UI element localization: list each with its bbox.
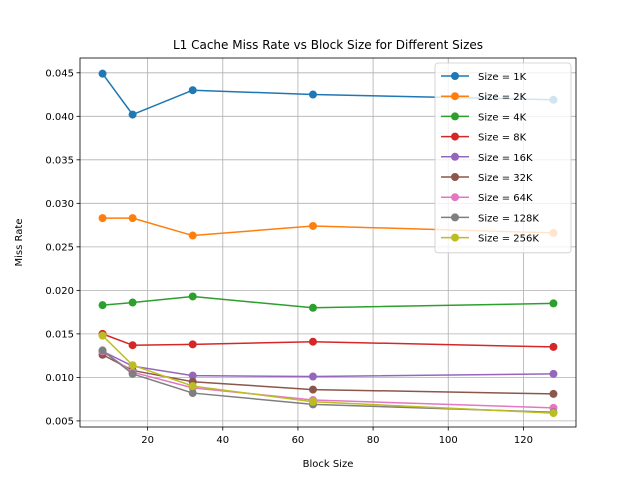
legend-marker (451, 92, 459, 101)
data-point (308, 385, 317, 394)
series-9 (98, 331, 558, 418)
data-point (128, 214, 137, 223)
x-axis-label: Block Size (303, 459, 354, 470)
data-point (128, 298, 137, 307)
x-tick-label: 20 (141, 435, 154, 446)
series-3 (98, 292, 558, 312)
y-tick-label: 0.010 (45, 373, 74, 384)
legend-label: Size = 32K (478, 173, 533, 184)
legend-item: Size = 128K (441, 213, 539, 224)
data-point (128, 361, 137, 370)
y-tick-label: 0.030 (45, 199, 74, 210)
data-point (308, 337, 317, 346)
data-point (549, 342, 558, 351)
legend: Size = 1K Size = 2K Size = 4K Size = 8K Size… (434, 62, 572, 254)
data-point (549, 299, 558, 308)
plot-area-frame (79, 57, 577, 428)
data-point (98, 331, 107, 340)
data-point (188, 382, 197, 391)
data-point (549, 369, 558, 378)
legend-label: Size = 8K (478, 133, 527, 144)
x-tick-label: 120 (514, 435, 533, 446)
data-point (188, 231, 197, 240)
data-point (308, 90, 317, 99)
data-point (98, 301, 107, 310)
series-lines (98, 69, 558, 418)
y-tick-label: 0.025 (45, 242, 74, 253)
legend-label: Size = 1K (478, 72, 527, 83)
axis-ticks: 20 40 60 80 100 120 0.005 0.010 0.015 0.020 0.025 0… (45, 68, 533, 446)
y-tick-label: 0.045 (45, 68, 74, 79)
data-point (188, 389, 197, 398)
legend-label: Size = 16K (478, 153, 533, 164)
x-tick-label: 80 (367, 435, 380, 446)
data-point (308, 372, 317, 381)
data-point (188, 371, 197, 380)
series-4 (98, 329, 558, 351)
data-point (98, 346, 107, 355)
data-point (128, 369, 137, 378)
data-point (98, 69, 107, 78)
data-point (188, 86, 197, 95)
legend-marker (451, 132, 459, 141)
y-axis-label: Miss Rate (14, 219, 25, 267)
x-tick-label: 60 (292, 435, 305, 446)
legend-item: Size = 1K (441, 72, 527, 83)
legend-marker (451, 233, 459, 242)
chart-title: L1 Cache Miss Rate vs Block Size for Dif… (173, 38, 483, 52)
data-point (188, 292, 197, 301)
y-tick-label: 0.035 (45, 155, 74, 166)
data-point (98, 214, 107, 223)
legend-marker (451, 152, 459, 161)
legend-marker (451, 72, 459, 80)
data-point (549, 389, 558, 398)
data-point (308, 221, 317, 230)
legend-label: Size = 64K (478, 193, 533, 204)
x-tick-label: 40 (216, 435, 229, 446)
legend-item: Size = 16K (441, 152, 533, 164)
legend-item: Size = 4K (441, 112, 527, 123)
data-point (308, 303, 317, 312)
y-tick-label: 0.020 (45, 286, 74, 297)
y-tick-label: 0.040 (45, 112, 74, 123)
y-tick-label: 0.005 (45, 416, 74, 427)
legend-item: Size = 8K (441, 132, 527, 144)
legend-box (434, 62, 572, 254)
legend-item: Size = 32K (441, 173, 533, 184)
legend-marker (451, 213, 459, 222)
legend-marker (451, 112, 459, 121)
legend-item: Size = 2K (441, 92, 527, 103)
legend-item: Size = 64K (441, 193, 533, 204)
data-point (308, 397, 317, 406)
legend-label: Size = 256K (478, 234, 539, 245)
legend-item: Size = 256K (441, 233, 539, 245)
legend-label: Size = 2K (478, 92, 527, 103)
legend-label: Size = 4K (478, 112, 527, 123)
y-tick-label: 0.015 (45, 329, 74, 340)
data-point (188, 340, 197, 349)
legend-label: Size = 128K (478, 213, 539, 224)
data-point (128, 110, 137, 119)
data-point (549, 409, 558, 418)
legend-marker (451, 193, 459, 202)
data-point (128, 341, 137, 350)
legend-marker (451, 173, 459, 181)
x-tick-label: 100 (439, 435, 458, 446)
